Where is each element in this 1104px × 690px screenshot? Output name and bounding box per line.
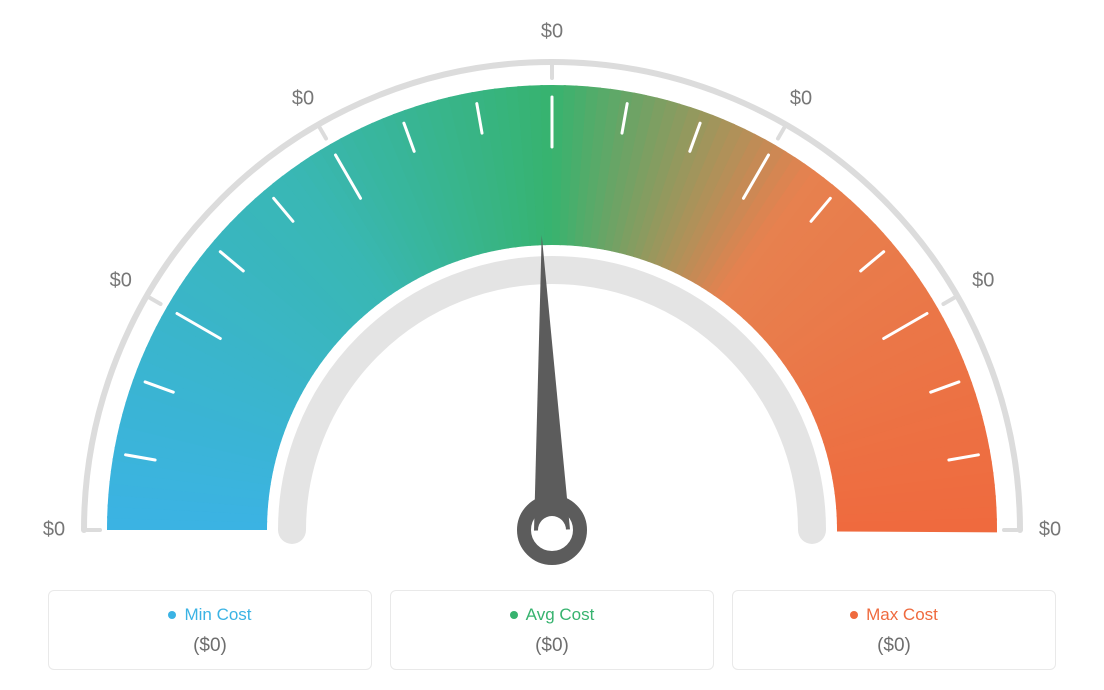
legend-card-min: Min Cost ($0) — [48, 590, 372, 670]
legend-card-avg: Avg Cost ($0) — [390, 590, 714, 670]
legend-label-max: Max Cost — [866, 605, 938, 625]
gauge-chart: $0 $0 $0 $0 $0 $0 $0 — [0, 0, 1104, 560]
legend-label-min: Min Cost — [184, 605, 251, 625]
gauge-tick-label: $0 — [541, 21, 563, 44]
legend-title-min: Min Cost — [168, 605, 251, 625]
gauge-tick-label: $0 — [110, 270, 132, 293]
legend-value-avg: ($0) — [401, 635, 703, 657]
legend-dot-max — [850, 611, 858, 619]
gauge-tick-label: $0 — [790, 87, 812, 110]
gauge-tick-label: $0 — [1039, 519, 1061, 542]
gauge-tick-label: $0 — [292, 87, 314, 110]
legend-value-max: ($0) — [743, 635, 1045, 657]
legend-label-avg: Avg Cost — [526, 605, 595, 625]
legend-dot-min — [168, 611, 176, 619]
legend-title-avg: Avg Cost — [510, 605, 595, 625]
legend-row: Min Cost ($0) Avg Cost ($0) Max Cost ($0… — [0, 590, 1104, 690]
gauge-tick-label: $0 — [43, 519, 65, 542]
legend-value-min: ($0) — [59, 635, 361, 657]
gauge-tick-label: $0 — [972, 270, 994, 293]
legend-title-max: Max Cost — [850, 605, 938, 625]
legend-dot-avg — [510, 611, 518, 619]
gauge-svg — [0, 10, 1104, 570]
legend-card-max: Max Cost ($0) — [732, 590, 1056, 670]
